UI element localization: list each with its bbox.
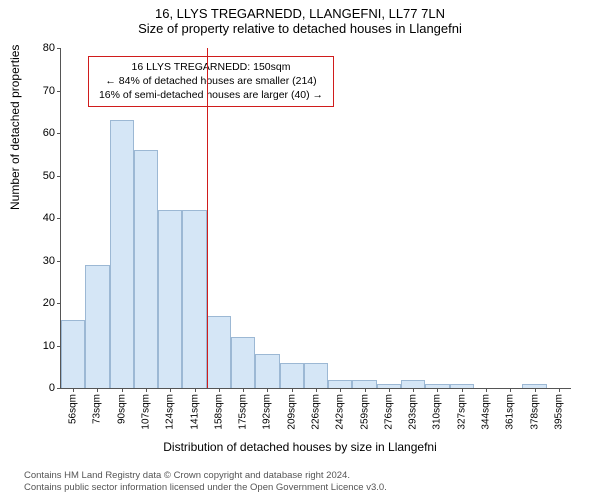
x-tick-label: 158sqm [213,394,224,430]
histogram-bar [231,337,255,388]
x-tick-mark [122,388,123,392]
histogram-bar [207,316,231,388]
x-tick-label: 276sqm [383,394,394,430]
x-tick-mark [486,388,487,392]
x-tick-label: 327sqm [456,394,467,430]
x-tick-mark [219,388,220,392]
y-tick-mark [57,176,61,177]
page-title: 16, LLYS TREGARNEDD, LLANGEFNI, LL77 7LN [0,0,600,21]
x-tick-label: 344sqm [481,394,492,430]
x-tick-label: 226sqm [311,394,322,430]
x-axis-label: Distribution of detached houses by size … [0,440,600,454]
x-tick-label: 242sqm [335,394,346,430]
x-tick-mark [340,388,341,392]
x-tick-mark [267,388,268,392]
histogram-bar [328,380,352,389]
y-tick-mark [57,303,61,304]
x-tick-label: 56sqm [68,394,79,424]
x-tick-mark [316,388,317,392]
histogram-bar [280,363,304,389]
histogram-bar [85,265,109,388]
x-tick-mark [462,388,463,392]
x-tick-mark [243,388,244,392]
x-tick-label: 192sqm [262,394,273,430]
histogram-bar [352,380,376,389]
x-tick-label: 361sqm [505,394,516,430]
x-tick-label: 175sqm [238,394,249,430]
footer-line-2: Contains public sector information licen… [24,482,387,494]
x-tick-mark [170,388,171,392]
x-tick-mark [389,388,390,392]
x-tick-label: 73sqm [92,394,103,424]
x-tick-mark [146,388,147,392]
histogram-bar [110,120,134,388]
histogram-bar [158,210,182,389]
y-tick-mark [57,261,61,262]
x-tick-mark [535,388,536,392]
x-tick-mark [510,388,511,392]
chart-area: 16 LLYS TREGARNEDD: 150sqm ← 84% of deta… [60,48,571,389]
x-tick-label: 259sqm [359,394,370,430]
histogram-bar [61,320,85,388]
info-line-1: 16 LLYS TREGARNEDD: 150sqm [95,60,327,74]
chart-container: 16, LLYS TREGARNEDD, LLANGEFNI, LL77 7LN… [0,0,600,500]
histogram-bar [401,380,425,389]
histogram-bar [255,354,279,388]
y-tick-mark [57,133,61,134]
info-box: 16 LLYS TREGARNEDD: 150sqm ← 84% of deta… [88,56,334,107]
histogram-bar [182,210,206,389]
x-tick-label: 293sqm [408,394,419,430]
histogram-bar [304,363,328,389]
footer-line-1: Contains HM Land Registry data © Crown c… [24,470,387,482]
x-tick-mark [97,388,98,392]
x-tick-mark [195,388,196,392]
x-tick-label: 209sqm [286,394,297,430]
x-tick-label: 107sqm [141,394,152,430]
y-tick-mark [57,388,61,389]
y-tick-mark [57,48,61,49]
info-line-3: 16% of semi-detached houses are larger (… [95,88,327,102]
histogram-bar [134,150,158,388]
info-line-2: ← 84% of detached houses are smaller (21… [95,74,327,88]
x-tick-label: 124sqm [165,394,176,430]
x-tick-mark [365,388,366,392]
x-tick-mark [413,388,414,392]
y-axis-label: Number of detached properties [8,45,22,210]
x-tick-label: 141sqm [189,394,200,430]
x-tick-label: 90sqm [116,394,127,424]
x-tick-label: 378sqm [529,394,540,430]
x-tick-label: 310sqm [432,394,443,430]
x-tick-label: 395sqm [553,394,564,430]
page-subtitle: Size of property relative to detached ho… [0,21,600,40]
x-tick-mark [437,388,438,392]
x-tick-mark [73,388,74,392]
x-tick-mark [292,388,293,392]
y-tick-mark [57,91,61,92]
footer-text: Contains HM Land Registry data © Crown c… [24,470,387,494]
reference-line [207,48,208,388]
x-tick-mark [559,388,560,392]
y-tick-mark [57,218,61,219]
